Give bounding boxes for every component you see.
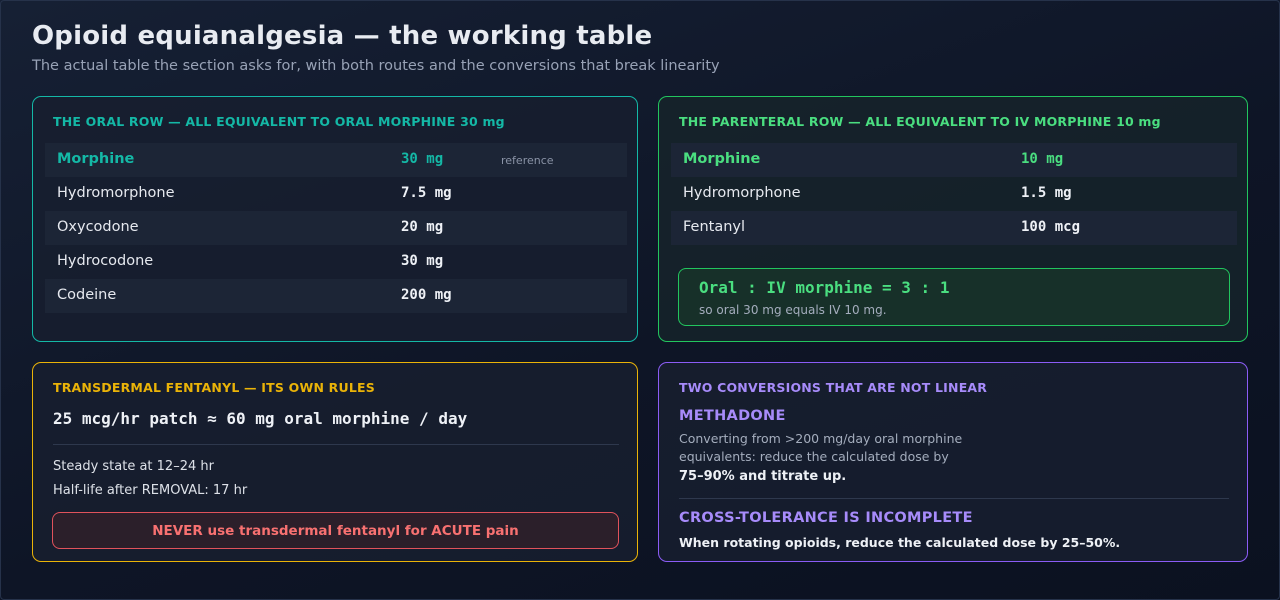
- page-subtitle: The actual table the section asks for, w…: [32, 58, 720, 74]
- parenteral-card-heading: THE PARENTERAL ROW — ALL EQUIVALENT TO I…: [679, 114, 1161, 129]
- table-row: Oxycodone 20 mg: [45, 211, 627, 245]
- oral-iv-ratio-callout: Oral : IV morphine = 3 : 1 so oral 30 mg…: [678, 268, 1230, 326]
- drug-dose: 200 mg: [401, 287, 452, 303]
- drug-name: Morphine: [57, 151, 135, 167]
- drug-dose: 30 mg: [401, 253, 444, 269]
- transdermal-fentanyl-card: TRANSDERMAL FENTANYL — ITS OWN RULES 25 …: [32, 362, 638, 562]
- drug-name: Morphine: [683, 151, 761, 167]
- table-row: Hydromorphone 1.5 mg: [671, 177, 1237, 211]
- cross-tolerance-title: CROSS-TOLERANCE IS INCOMPLETE: [679, 510, 973, 526]
- nonlinear-conversions-card: TWO CONVERSIONS THAT ARE NOT LINEAR METH…: [658, 362, 1248, 562]
- drug-name: Oxycodone: [57, 219, 139, 235]
- oral-equivalence-card: THE ORAL ROW — ALL EQUIVALENT TO ORAL MO…: [32, 96, 638, 342]
- table-row: Fentanyl 100 mcg: [671, 211, 1237, 245]
- methadone-reduction: 75–90% and titrate up.: [679, 469, 847, 484]
- drug-dose: 1.5 mg: [1021, 185, 1072, 201]
- divider: [53, 444, 619, 445]
- drug-name: Hydromorphone: [683, 185, 801, 201]
- methadone-text-line2: equivalents: reduce the calculated dose …: [679, 449, 949, 464]
- parenteral-drug-table: Morphine 10 mg Hydromorphone 1.5 mg Fent…: [671, 143, 1237, 245]
- fentanyl-card-heading: TRANSDERMAL FENTANYL — ITS OWN RULES: [53, 380, 375, 395]
- parenteral-equivalence-card: THE PARENTERAL ROW — ALL EQUIVALENT TO I…: [658, 96, 1248, 342]
- drug-dose: 30 mg: [401, 151, 444, 167]
- warning-text: NEVER use transdermal fentanyl for ACUTE…: [152, 523, 519, 539]
- drug-name: Fentanyl: [683, 219, 746, 235]
- nonlinear-card-heading: TWO CONVERSIONS THAT ARE NOT LINEAR: [679, 380, 988, 395]
- methadone-text-line1: Converting from >200 mg/day oral morphin…: [679, 431, 963, 446]
- oral-drug-table: Morphine 30 mg reference Hydromorphone 7…: [45, 143, 627, 313]
- table-row: Hydrocodone 30 mg: [45, 245, 627, 279]
- page-title: Opioid equianalgesia — the working table: [32, 21, 653, 51]
- cross-tolerance-text: When rotating opioids, reduce the calcul…: [679, 535, 1121, 550]
- drug-dose: 7.5 mg: [401, 185, 452, 201]
- table-row: Morphine 10 mg: [671, 143, 1237, 177]
- half-life-fact: Half-life after REMOVAL: 17 hr: [53, 483, 248, 498]
- drug-dose: 20 mg: [401, 219, 444, 235]
- table-row: Codeine 200 mg: [45, 279, 627, 313]
- oral-card-heading: THE ORAL ROW — ALL EQUIVALENT TO ORAL MO…: [53, 114, 505, 129]
- drug-name: Codeine: [57, 287, 117, 303]
- drug-dose: 10 mg: [1021, 151, 1064, 167]
- drug-dose: 100 mcg: [1021, 219, 1081, 235]
- ratio-text: Oral : IV morphine = 3 : 1: [699, 278, 950, 297]
- ratio-note: so oral 30 mg equals IV 10 mg.: [699, 303, 887, 317]
- reference-note: reference: [501, 154, 554, 167]
- patch-equivalence: 25 mcg/hr patch ≈ 60 mg oral morphine / …: [53, 409, 468, 428]
- table-row: Hydromorphone 7.5 mg: [45, 177, 627, 211]
- divider: [679, 498, 1229, 499]
- methadone-title: METHADONE: [679, 408, 786, 424]
- table-row: Morphine 30 mg reference: [45, 143, 627, 177]
- acute-pain-warning: NEVER use transdermal fentanyl for ACUTE…: [52, 512, 619, 549]
- drug-name: Hydromorphone: [57, 185, 175, 201]
- steady-state-fact: Steady state at 12–24 hr: [53, 459, 214, 474]
- drug-name: Hydrocodone: [57, 253, 154, 269]
